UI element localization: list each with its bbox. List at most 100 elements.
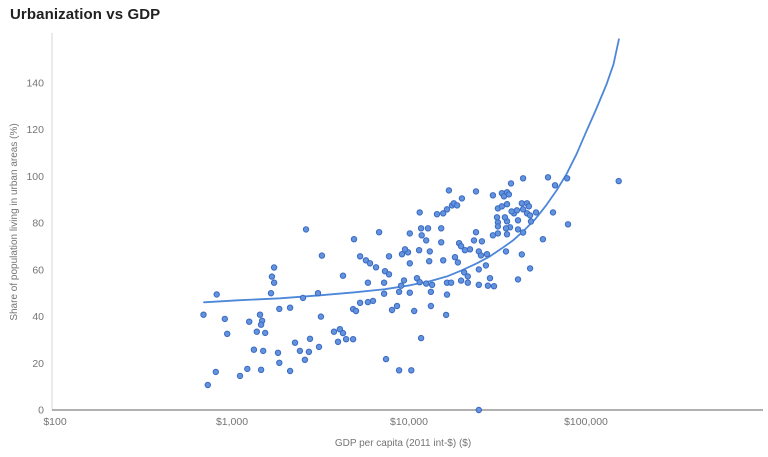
scatter-point[interactable] xyxy=(256,311,264,318)
scatter-point[interactable] xyxy=(352,307,360,315)
scatter-point[interactable] xyxy=(445,187,453,194)
scatter-point[interactable] xyxy=(475,266,482,273)
scatter-point[interactable] xyxy=(393,302,401,310)
scatter-point[interactable] xyxy=(253,328,260,335)
scatter-point[interactable] xyxy=(398,251,406,258)
scatter-point[interactable] xyxy=(276,305,283,313)
scatter-point[interactable] xyxy=(314,290,322,297)
scatter-point[interactable] xyxy=(525,203,533,210)
scatter-point[interactable] xyxy=(519,175,527,182)
scatter-point[interactable] xyxy=(372,264,380,271)
scatter-point[interactable] xyxy=(356,299,364,306)
scatter-point[interactable] xyxy=(385,253,393,260)
scatter-point[interactable] xyxy=(395,288,403,295)
scatter-point[interactable] xyxy=(519,229,527,236)
scatter-point[interactable] xyxy=(296,347,304,355)
scatter-point[interactable] xyxy=(489,192,497,199)
scatter-point[interactable] xyxy=(501,214,509,221)
scatter-point[interactable] xyxy=(270,279,278,286)
scatter-point[interactable] xyxy=(518,251,525,258)
scatter-point[interactable] xyxy=(364,298,372,306)
scatter-point[interactable] xyxy=(267,290,275,297)
scatter-point[interactable] xyxy=(318,252,326,259)
scatter-point[interactable] xyxy=(408,367,415,374)
scatter-point[interactable] xyxy=(330,328,338,335)
scatter-point[interactable] xyxy=(549,209,557,216)
scatter-point[interactable] xyxy=(356,253,364,260)
scatter-point[interactable] xyxy=(417,334,425,342)
scatter-point[interactable] xyxy=(505,191,513,198)
scatter-point[interactable] xyxy=(260,347,267,355)
scatter-point[interactable] xyxy=(458,195,466,202)
scatter-point[interactable] xyxy=(464,273,471,280)
scatter-point[interactable] xyxy=(349,336,357,343)
scatter-point[interactable] xyxy=(406,230,413,237)
scatter-point[interactable] xyxy=(400,277,408,284)
scatter-point[interactable] xyxy=(433,211,441,218)
scatter-point[interactable] xyxy=(438,225,445,232)
scatter-point[interactable] xyxy=(484,282,492,289)
scatter-point[interactable] xyxy=(417,225,425,232)
scatter-point[interactable] xyxy=(286,304,294,311)
scatter-point[interactable] xyxy=(416,279,423,286)
scatter-point[interactable] xyxy=(502,225,510,232)
scatter-point[interactable] xyxy=(527,218,535,225)
scatter-point[interactable] xyxy=(438,239,445,246)
scatter-point[interactable] xyxy=(470,237,478,244)
scatter-point[interactable] xyxy=(443,206,451,213)
scatter-point[interactable] xyxy=(362,257,370,264)
scatter-point[interactable] xyxy=(472,188,480,195)
scatter-point[interactable] xyxy=(454,259,462,266)
scatter-point[interactable] xyxy=(416,209,423,216)
scatter-point[interactable] xyxy=(442,311,450,319)
scatter-point[interactable] xyxy=(475,406,482,414)
scatter-point[interactable] xyxy=(502,248,510,255)
scatter-point[interactable] xyxy=(342,336,350,343)
scatter-point[interactable] xyxy=(426,248,433,255)
scatter-point[interactable] xyxy=(426,258,433,265)
scatter-point[interactable] xyxy=(244,365,251,373)
scatter-point[interactable] xyxy=(406,289,413,296)
scatter-point[interactable] xyxy=(507,180,515,187)
scatter-point[interactable] xyxy=(339,272,347,279)
scatter-point[interactable] xyxy=(221,315,229,323)
scatter-point[interactable] xyxy=(508,208,515,215)
scatter-point[interactable] xyxy=(489,232,497,239)
scatter-point[interactable] xyxy=(472,229,480,236)
scatter-point[interactable] xyxy=(364,279,372,286)
scatter-point[interactable] xyxy=(466,246,474,253)
scatter-point[interactable] xyxy=(424,225,432,232)
scatter-point[interactable] xyxy=(514,276,522,283)
scatter-point[interactable] xyxy=(262,329,269,337)
scatter-point[interactable] xyxy=(270,264,278,271)
scatter-point[interactable] xyxy=(457,277,465,284)
scatter-point[interactable] xyxy=(224,330,231,337)
scatter-point[interactable] xyxy=(526,265,534,272)
scatter-point[interactable] xyxy=(475,281,482,288)
scatter-point[interactable] xyxy=(401,246,409,253)
scatter-point[interactable] xyxy=(494,223,502,230)
scatter-point[interactable] xyxy=(395,367,403,374)
scatter-point[interactable] xyxy=(427,302,435,310)
scatter-point[interactable] xyxy=(453,202,461,209)
scatter-point[interactable] xyxy=(236,372,244,380)
scatter-point[interactable] xyxy=(411,307,418,315)
scatter-point[interactable] xyxy=(246,318,253,325)
scatter-point[interactable] xyxy=(306,335,314,342)
scatter-point[interactable] xyxy=(339,329,347,337)
scatter-point[interactable] xyxy=(532,209,540,216)
scatter-point[interactable] xyxy=(423,280,430,287)
scatter-point[interactable] xyxy=(423,237,430,244)
scatter-point[interactable] xyxy=(213,291,220,298)
scatter-point[interactable] xyxy=(493,214,501,221)
scatter-point[interactable] xyxy=(539,236,547,243)
scatter-point[interactable] xyxy=(375,229,383,236)
scatter-point[interactable] xyxy=(276,359,283,366)
scatter-point[interactable] xyxy=(380,279,388,286)
scatter-point[interactable] xyxy=(302,226,310,233)
scatter-point[interactable] xyxy=(250,346,258,353)
scatter-point[interactable] xyxy=(503,201,511,208)
scatter-point[interactable] xyxy=(369,297,377,305)
scatter-point[interactable] xyxy=(305,348,313,355)
scatter-point[interactable] xyxy=(286,367,294,375)
